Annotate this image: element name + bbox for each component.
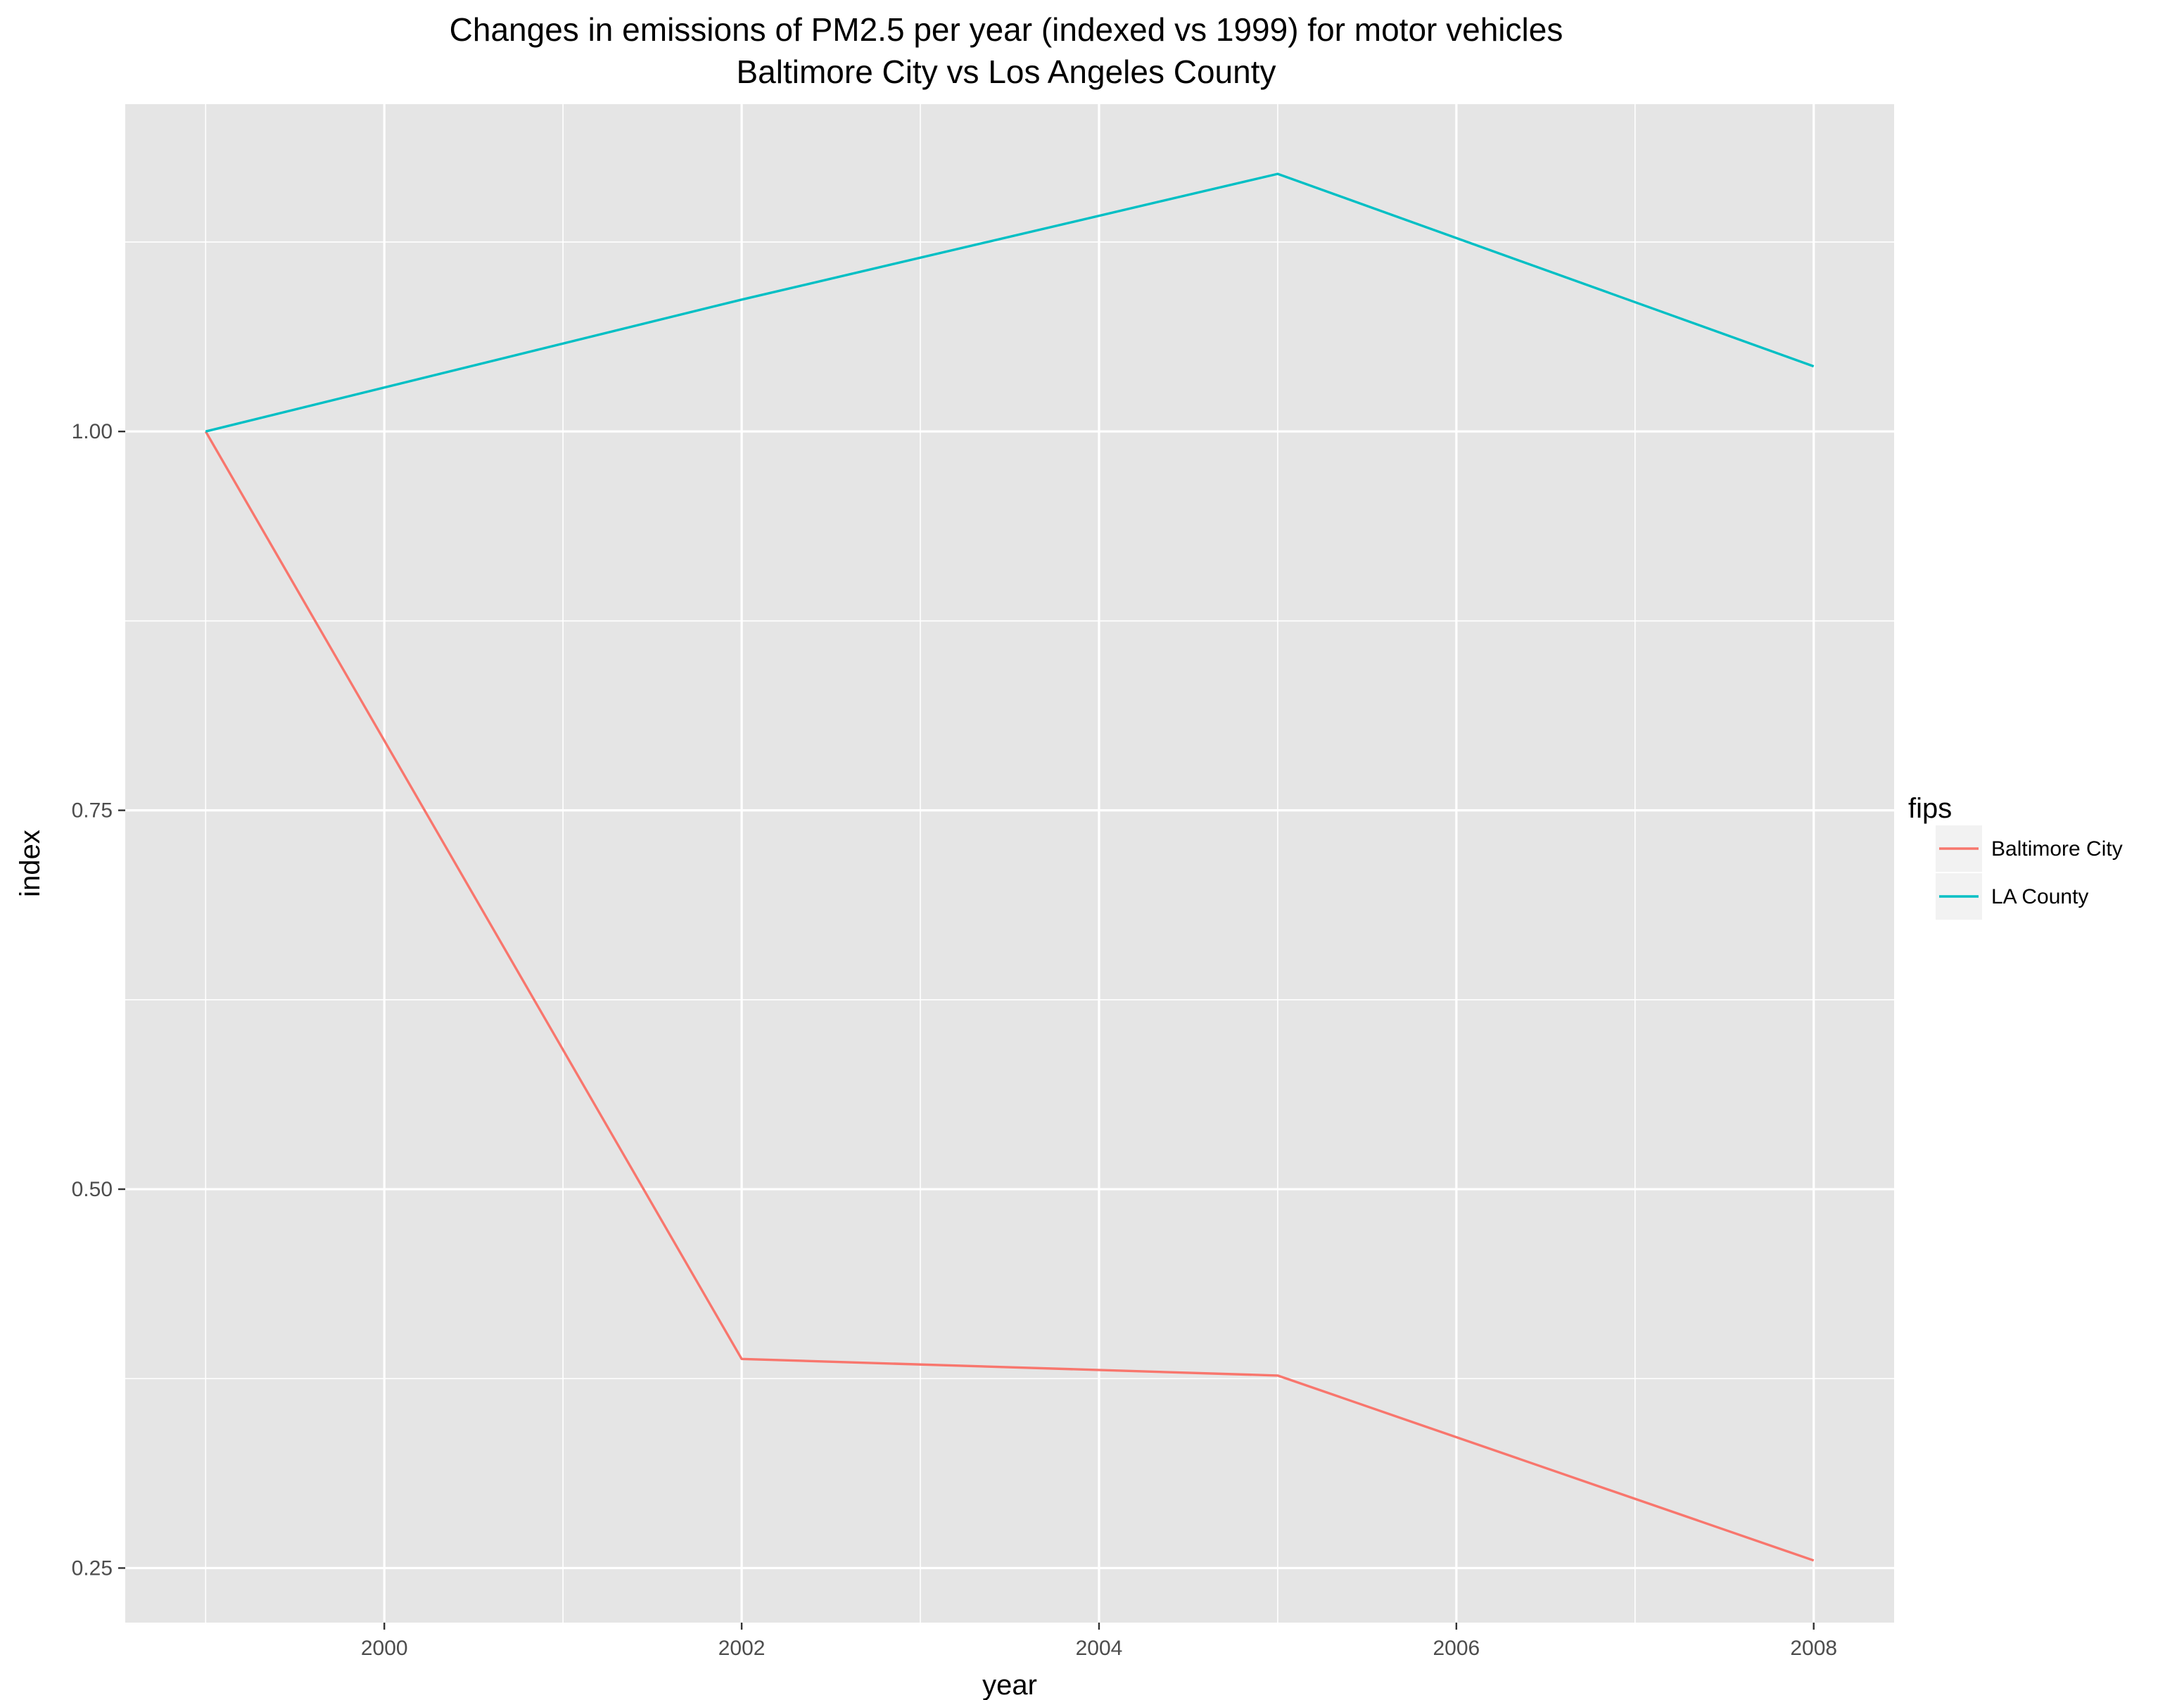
x-tick-label: 2004 — [1076, 1637, 1123, 1660]
legend-label: Baltimore City — [1991, 837, 2123, 861]
chart-title: Changes in emissions of PM2.5 per year (… — [450, 11, 1563, 48]
legend-items: Baltimore City LA County — [1934, 824, 2123, 921]
y-tick-label: 0.25 — [72, 1556, 113, 1580]
y-axis-title: index — [15, 830, 46, 897]
series-line-baltimore-city — [204, 431, 1815, 1562]
x-axis: 2000 2002 2004 2006 2008 — [361, 1623, 1837, 1660]
legend: fips Baltimore City LA County — [1908, 793, 2123, 921]
series-line-la-county — [205, 172, 1815, 433]
chart-subtitle: Baltimore City vs Los Angeles County — [736, 53, 1276, 90]
x-axis-title: year — [982, 1670, 1037, 1700]
minor-gridlines — [125, 104, 1894, 1623]
y-tick-label: 1.00 — [72, 420, 113, 443]
series-lines — [204, 172, 1815, 1562]
x-tick-label: 2006 — [1433, 1637, 1480, 1660]
major-gridlines — [125, 104, 1894, 1623]
y-tick-label: 0.50 — [72, 1178, 113, 1201]
y-axis: 0.25 0.50 0.75 1.00 — [72, 420, 125, 1580]
x-tick-label: 2000 — [361, 1637, 408, 1660]
legend-title: fips — [1908, 793, 1952, 824]
x-tick-label: 2002 — [718, 1637, 766, 1660]
plot-panel — [125, 104, 1894, 1623]
x-tick-label: 2008 — [1790, 1637, 1837, 1660]
y-tick-label: 0.75 — [72, 799, 113, 823]
legend-label: LA County — [1991, 885, 2088, 908]
